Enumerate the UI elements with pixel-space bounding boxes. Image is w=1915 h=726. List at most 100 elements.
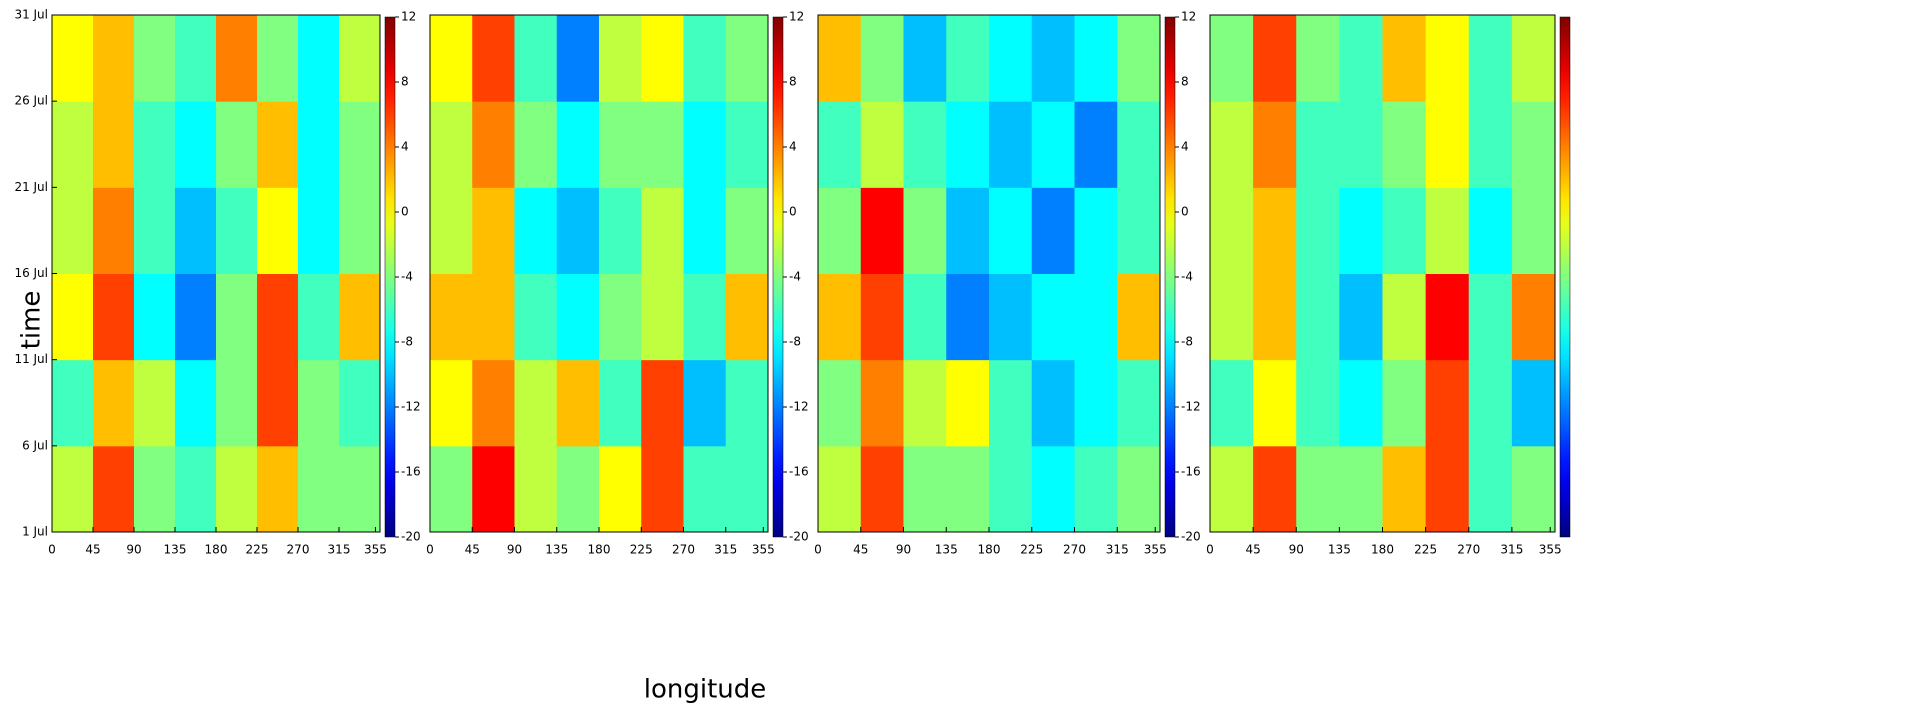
x-tick-label: 270 (287, 543, 310, 557)
x-tick-label: 355 (364, 543, 387, 557)
heat-cell (1253, 101, 1297, 188)
heat-cell (1296, 15, 1340, 102)
heat-cell (641, 15, 684, 102)
colorbar-label: 12 (1181, 10, 1196, 24)
colorbar-label: 12 (789, 10, 804, 24)
heat-cell (339, 359, 381, 447)
x-tick-label: 0 (1206, 543, 1214, 557)
y-tick-label: 21 Jul (14, 180, 48, 194)
heat-cell (1210, 273, 1254, 361)
heat-cell (339, 187, 381, 274)
heat-cell (257, 445, 299, 533)
heat-cell (175, 273, 217, 361)
colorbar-label: -4 (401, 270, 413, 284)
heat-cell (1339, 445, 1383, 533)
heat-cell (514, 187, 558, 274)
heat-cell (1031, 15, 1075, 102)
heat-cell (298, 101, 340, 188)
heat-cell (1074, 101, 1118, 188)
heat-cell (946, 187, 990, 274)
heat-cell (1511, 359, 1556, 447)
heat-cell (989, 359, 1033, 447)
colorbar-label: -20 (401, 530, 421, 544)
colorbar-label: 8 (1181, 75, 1189, 89)
heat-cell (93, 101, 135, 188)
colorbar (1559, 16, 1571, 538)
heat-cell (599, 101, 642, 188)
heat-cell (1425, 273, 1470, 361)
heat-cell (134, 15, 176, 102)
heat-cell (989, 273, 1033, 361)
heat-cell (1074, 273, 1118, 361)
heat-cell (641, 101, 684, 188)
x-tick-label: 225 (1020, 543, 1043, 557)
heat-cell (725, 273, 769, 361)
heat-cell (175, 101, 217, 188)
x-tick-label: 0 (426, 543, 434, 557)
x-tick-label: 180 (205, 543, 228, 557)
x-tick-label: 180 (1371, 543, 1394, 557)
x-tick-label: 225 (246, 543, 269, 557)
heat-cell (472, 445, 515, 533)
colorbar-label: 0 (401, 205, 409, 219)
x-tick-label: 90 (507, 543, 522, 557)
heat-cell (1382, 273, 1427, 361)
heat-cell (946, 273, 990, 361)
heat-cell (641, 273, 684, 361)
heat-cell (818, 359, 862, 447)
heat-cell (1468, 187, 1513, 274)
colorbar-label: 4 (789, 140, 797, 154)
heat-cell (1382, 359, 1427, 447)
y-tick-label: 1 Jul (22, 525, 48, 539)
heat-cell (175, 445, 217, 533)
x-tick-label: 270 (1063, 543, 1086, 557)
heat-cell (1031, 187, 1075, 274)
heat-cell (1210, 187, 1254, 274)
x-tick-label: 135 (1328, 543, 1351, 557)
heat-cell (93, 273, 135, 361)
heat-cell (1253, 273, 1297, 361)
heat-cell (472, 187, 515, 274)
heat-cell (1468, 15, 1513, 102)
heat-cell (298, 15, 340, 102)
heat-cell (641, 445, 684, 533)
heat-cell (725, 101, 769, 188)
heat-cell (93, 445, 135, 533)
y-tick-label: 16 Jul (14, 266, 48, 280)
heat-cell (818, 15, 862, 102)
x-tick-label: 135 (164, 543, 187, 557)
heat-cell (1511, 187, 1556, 274)
heat-cell (683, 101, 727, 188)
heat-cell (1074, 359, 1118, 447)
heat-cell (298, 445, 340, 533)
heat-cell (339, 273, 381, 361)
colorbar-label: 4 (1181, 140, 1189, 154)
heat-cell (1031, 359, 1075, 447)
heat-cell (556, 273, 600, 361)
colorbar-label: 0 (789, 205, 797, 219)
heat-cell (725, 359, 769, 447)
heat-cell (860, 15, 904, 102)
y-tick-label: 26 Jul (14, 94, 48, 108)
colorbar-label: -8 (401, 335, 413, 349)
heat-cell (1468, 101, 1513, 188)
heat-cell (725, 445, 769, 533)
heat-cell (818, 101, 862, 188)
heat-cell (1382, 187, 1427, 274)
heat-cell (989, 101, 1033, 188)
heat-cell (134, 359, 176, 447)
x-tick-label: 90 (126, 543, 141, 557)
x-tick-label: 355 (752, 543, 775, 557)
heat-cell (1511, 15, 1556, 102)
x-tick-label: 135 (545, 543, 568, 557)
heat-cell (1296, 445, 1340, 533)
colorbar-label: 4 (401, 140, 409, 154)
heat-cell (175, 187, 217, 274)
heat-cell (1296, 359, 1340, 447)
x-tick-label: 315 (1106, 543, 1129, 557)
heat-cell (175, 15, 217, 102)
colorbar-label: -16 (401, 465, 421, 479)
x-tick-label: 270 (672, 543, 695, 557)
x-tick-label: 315 (714, 543, 737, 557)
colorbar-label: 12 (401, 10, 416, 24)
